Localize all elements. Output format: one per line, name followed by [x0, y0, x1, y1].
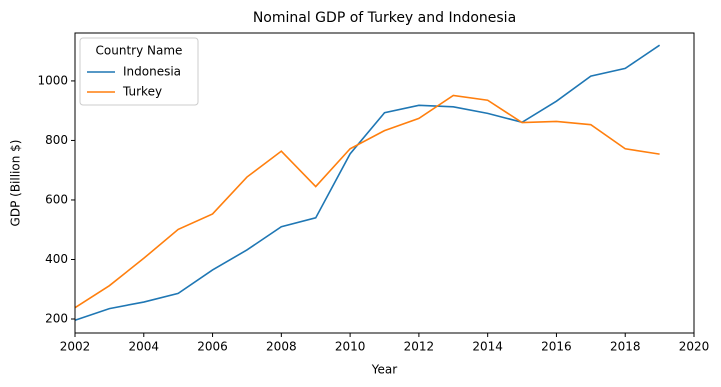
chart-title: Nominal GDP of Turkey and Indonesia — [253, 10, 516, 26]
x-tick-label: 2004 — [129, 340, 160, 354]
y-tick-label: 800 — [45, 133, 68, 147]
y-tick-label: 1000 — [37, 73, 68, 87]
x-tick-label: 2006 — [197, 340, 228, 354]
y-tick-label: 400 — [45, 252, 68, 266]
series-line — [74, 94, 660, 309]
x-tick-label: 2014 — [472, 340, 503, 354]
series-line — [74, 44, 661, 321]
x-tick-label: 2018 — [610, 340, 641, 354]
x-tick-label: 2020 — [679, 340, 710, 354]
x-tick-label: 2008 — [266, 340, 297, 354]
legend-label: Turkey — [122, 85, 162, 99]
x-tick-label: 2016 — [541, 340, 572, 354]
legend-box — [79, 37, 199, 106]
plot-frame — [74, 32, 695, 334]
y-tick-label: 600 — [45, 192, 68, 206]
y-axis-label: GDP (Billion $) — [9, 140, 23, 227]
y-tick-label: 200 — [45, 312, 68, 326]
legend-title: Country Name — [96, 44, 183, 58]
legend-label: Indonesia — [123, 65, 181, 79]
x-tick-label: 2002 — [60, 340, 91, 354]
x-tick-label: 2012 — [404, 340, 435, 354]
x-axis-label: Year — [371, 363, 397, 377]
x-tick-label: 2010 — [335, 340, 366, 354]
